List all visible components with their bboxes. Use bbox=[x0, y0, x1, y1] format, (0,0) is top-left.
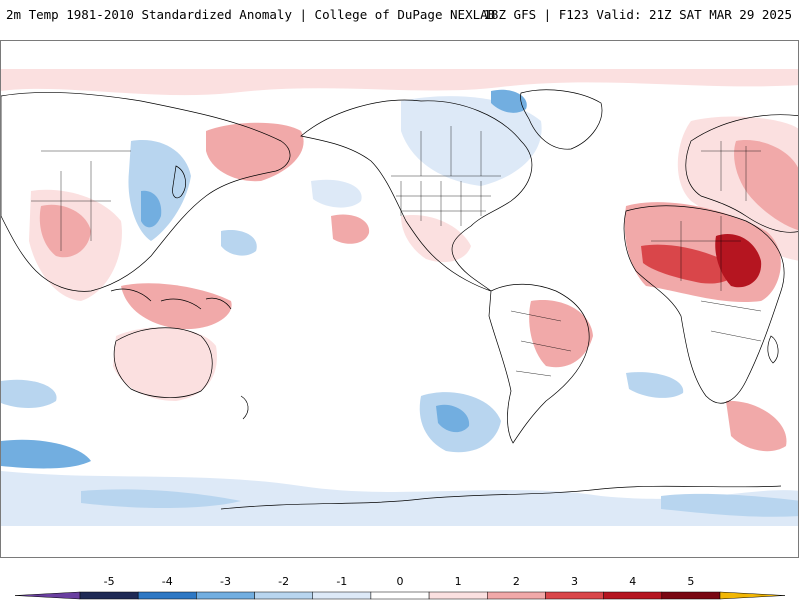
anomaly-map[interactable] bbox=[0, 40, 799, 558]
borders bbox=[31, 126, 762, 377]
cool-anomaly-siberia bbox=[128, 140, 191, 241]
colorbar: -5 -4 -3 -2 -1 0 1 2 3 4 5 bbox=[0, 570, 800, 600]
cool-anomaly-north-pacific bbox=[311, 179, 362, 208]
warm-anomaly-brazil bbox=[529, 300, 593, 368]
cool-anomaly-antarctic-band bbox=[1, 471, 798, 526]
asia-outline bbox=[1, 92, 291, 292]
eurasia-outline bbox=[685, 114, 798, 233]
cool-anomaly-antarctic-mid bbox=[81, 489, 241, 508]
north-america-outline bbox=[300, 99, 533, 292]
europe-borders bbox=[701, 141, 761, 201]
cool-anomaly-pacific-mid bbox=[221, 230, 257, 256]
cool-anomaly-south-pacific-core bbox=[436, 404, 470, 433]
colorbar-tick-label: -2 bbox=[278, 575, 289, 588]
warm-anomaly-eastern-europe bbox=[734, 140, 798, 231]
japan-outline bbox=[172, 165, 186, 199]
colorbar-min-arrow bbox=[14, 591, 81, 600]
warm-anomaly-mexico bbox=[401, 215, 471, 263]
indonesia-outline bbox=[110, 288, 232, 310]
australia-outline bbox=[113, 327, 213, 398]
colorbar-bin bbox=[196, 591, 255, 600]
south-america-borders bbox=[510, 310, 572, 377]
south-america-outline bbox=[488, 283, 590, 444]
header: 2m Temp 1981-2010 Standardized Anomaly |… bbox=[0, 0, 800, 30]
warm-anomaly-sudan bbox=[715, 233, 762, 288]
new-zealand-outline bbox=[240, 395, 249, 420]
colorbar-tick-label: 0 bbox=[397, 575, 404, 588]
warm-anomaly-china bbox=[39, 204, 91, 258]
colorbar-tick-label: 4 bbox=[629, 575, 636, 588]
map-canvas bbox=[1, 69, 798, 526]
warm-anomaly-southern-africa bbox=[726, 400, 787, 452]
cool-anomaly-siberia-core bbox=[141, 190, 162, 228]
cool-anomaly-greenland bbox=[491, 89, 527, 113]
warm-anomaly-australia bbox=[113, 327, 217, 401]
canada-provinces bbox=[420, 126, 482, 176]
colorbar-tick-label: -4 bbox=[162, 575, 173, 588]
africa-outline bbox=[623, 205, 785, 404]
colorbar-bin bbox=[603, 591, 663, 600]
africa-borders bbox=[651, 216, 762, 342]
cool-anomaly-canada bbox=[401, 96, 542, 186]
cool-anomaly-indian-ocean bbox=[1, 379, 57, 408]
colorbar-bin bbox=[254, 591, 313, 600]
colorbar-tick-label: -5 bbox=[104, 575, 115, 588]
colorbar-bin bbox=[370, 591, 430, 600]
cool-anomaly-antarctic-east bbox=[661, 493, 798, 517]
colorbar-tick-label: -1 bbox=[336, 575, 347, 588]
warm-anomaly-central-pacific bbox=[331, 214, 370, 244]
cool-anomaly-southern-ocean-west bbox=[1, 439, 91, 469]
colorbar-tick-label: 5 bbox=[687, 575, 694, 588]
colorbar-bin bbox=[661, 591, 721, 600]
colorbar-bin bbox=[312, 591, 372, 600]
anomaly-fills bbox=[1, 69, 798, 526]
model-run-info: 18Z GFS | F123 Valid: 21Z SAT MAR 29 202… bbox=[483, 7, 792, 22]
antarctica-outline bbox=[220, 485, 782, 510]
colorbar-bin bbox=[545, 591, 604, 600]
colorbar-max-arrow bbox=[719, 591, 786, 600]
colorbar-tick-label: 1 bbox=[455, 575, 462, 588]
warm-anomaly-eastern-siberia bbox=[206, 122, 304, 182]
coastlines bbox=[1, 89, 798, 510]
colorbar-bin bbox=[487, 591, 546, 600]
asia-borders bbox=[31, 150, 131, 251]
colorbar-graphic: -5 -4 -3 -2 -1 0 1 2 3 4 5 bbox=[14, 575, 786, 600]
warm-anomaly-indonesia bbox=[121, 283, 232, 330]
colorbar-tick-label: 3 bbox=[571, 575, 578, 588]
greenland-outline bbox=[520, 89, 603, 150]
colorbar-bin bbox=[428, 591, 488, 600]
cool-anomaly-south-atlantic bbox=[626, 372, 684, 398]
colorbar-tick-label: 2 bbox=[513, 575, 520, 588]
madagascar-outline bbox=[767, 335, 779, 364]
warm-anomaly-sahel bbox=[641, 244, 735, 284]
map-title: 2m Temp 1981-2010 Standardized Anomaly |… bbox=[6, 7, 496, 22]
colorbar-tick-label: -3 bbox=[220, 575, 231, 588]
us-state-lines bbox=[396, 181, 491, 226]
warm-anomaly-arctic bbox=[1, 69, 798, 96]
colorbar-bin bbox=[79, 591, 139, 600]
colorbar-bin bbox=[137, 591, 197, 600]
